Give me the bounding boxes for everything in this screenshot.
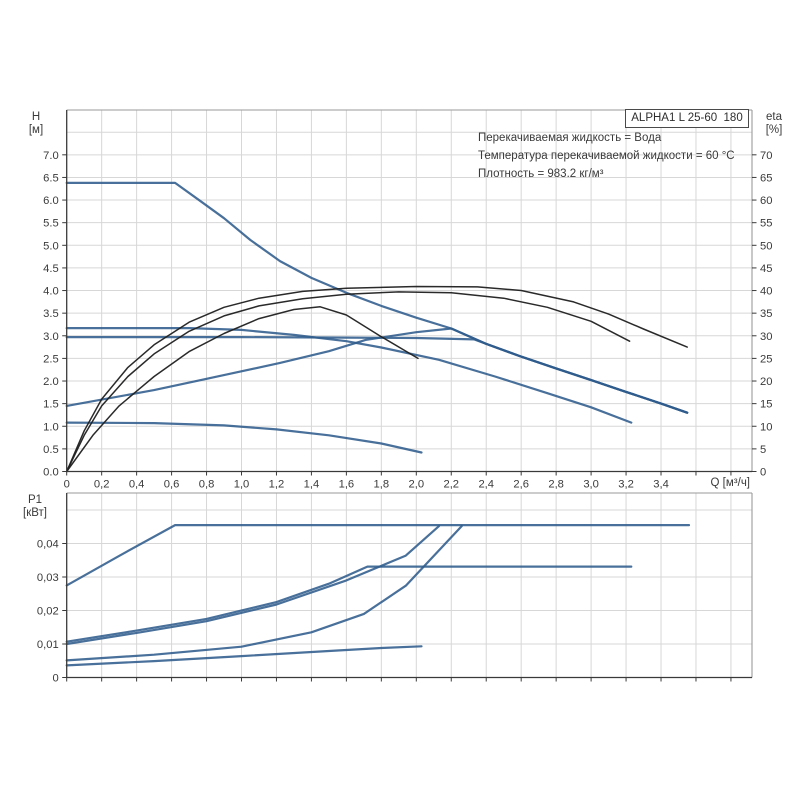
head-tick-label: 3.0 bbox=[43, 331, 59, 343]
head-proportional-curve bbox=[65, 327, 689, 414]
eta-mid-curve bbox=[65, 291, 631, 473]
flow-tick-label: 1,0 bbox=[234, 479, 250, 491]
flow-tick-label: 3,4 bbox=[653, 479, 669, 491]
head-tick-label: 1.5 bbox=[43, 399, 59, 411]
flow-tick-label: 2,0 bbox=[409, 479, 425, 491]
eta-tick-label: 50 bbox=[760, 240, 772, 252]
flow-tick-label: 3,0 bbox=[583, 479, 599, 491]
eta-tick-label: 45 bbox=[760, 263, 772, 275]
flow-tick-label: 2,4 bbox=[478, 479, 494, 491]
head-tick-label: 7.0 bbox=[43, 150, 59, 162]
power-tick-label: 0,03 bbox=[37, 572, 59, 584]
flow-tick-label: 1,4 bbox=[304, 479, 320, 491]
flow-tick-label: 0,2 bbox=[94, 479, 110, 491]
head-min-speed-curve bbox=[65, 421, 423, 454]
head-tick-label: 0.0 bbox=[43, 467, 59, 479]
info-density: Плотность = 983.2 кг/м³ bbox=[478, 168, 604, 180]
eta-tick-label: 65 bbox=[760, 172, 772, 184]
head-tick-label: 6.0 bbox=[43, 195, 59, 207]
p1-max-speed-curve bbox=[65, 524, 691, 587]
power-tick-label: 0 bbox=[52, 673, 58, 685]
eta-tick-label: 0 bbox=[760, 467, 766, 479]
power-tick-label: 0,01 bbox=[37, 639, 59, 651]
flow-tick-label: 3,2 bbox=[618, 479, 634, 491]
p1-setting-mid-curve bbox=[65, 525, 441, 646]
flow-tick-label: 2,8 bbox=[548, 479, 564, 491]
eta-tick-label: 30 bbox=[760, 331, 772, 343]
flow-tick-label: 0,4 bbox=[129, 479, 145, 491]
info-temperature: Температура перекачиваемой жидкости = 60… bbox=[478, 150, 735, 162]
head-tick-label: 0.5 bbox=[43, 444, 59, 456]
flow-tick-label: 0,8 bbox=[199, 479, 215, 491]
eta-axis-symbol: eta bbox=[766, 111, 782, 123]
flow-axis-label: Q [м³/ч] bbox=[710, 477, 750, 489]
p1-min-speed-curve bbox=[65, 645, 423, 667]
eta-tick-label: 55 bbox=[760, 218, 772, 230]
eta-min-curve bbox=[65, 306, 419, 473]
head-tick-label: 4.5 bbox=[43, 263, 59, 275]
flow-tick-label: 0 bbox=[64, 479, 70, 491]
head-tick-label: 5.5 bbox=[43, 218, 59, 230]
eta-tick-label: 35 bbox=[760, 308, 772, 320]
head-axis-unit-label: H [м] bbox=[24, 111, 48, 137]
eta-tick-label: 15 bbox=[760, 399, 772, 411]
eta-tick-label: 20 bbox=[760, 376, 772, 388]
head-axis-symbol: H bbox=[31, 111, 41, 123]
head-setting-high-curve bbox=[65, 327, 633, 424]
head-setting-mid-curve bbox=[65, 336, 689, 414]
eta-max-curve bbox=[65, 285, 688, 473]
flow-tick-label: 1,6 bbox=[339, 479, 355, 491]
eta-tick-label: 10 bbox=[760, 421, 772, 433]
info-liquid: Перекачиваемая жидкость = Вода bbox=[478, 132, 662, 144]
head-tick-label: 3.5 bbox=[43, 308, 59, 320]
eta-tick-label: 70 bbox=[760, 150, 772, 162]
head-axis-unit: [м] bbox=[28, 124, 44, 136]
head-tick-label: 2.5 bbox=[43, 353, 59, 365]
eta-tick-label: 60 bbox=[760, 195, 772, 207]
flow-tick-label: 2,6 bbox=[513, 479, 529, 491]
pump-title-box: ALPHA1 L 25-60 180 bbox=[625, 109, 749, 128]
power-axis-unit: [кВт] bbox=[23, 507, 47, 519]
eta-tick-label: 5 bbox=[760, 444, 766, 456]
p1-setting-high-curve bbox=[65, 565, 633, 643]
p1-proportional-curve bbox=[65, 525, 463, 662]
head-max-speed-curve bbox=[65, 181, 689, 414]
flow-tick-label: 2,2 bbox=[443, 479, 459, 491]
head-tick-label: 1.0 bbox=[43, 421, 59, 433]
head-tick-label: 2.0 bbox=[43, 376, 59, 388]
eta-tick-label: 40 bbox=[760, 286, 772, 298]
head-tick-label: 4.0 bbox=[43, 286, 59, 298]
flow-tick-label: 1,8 bbox=[374, 479, 390, 491]
eta-axis-unit-label: eta [%] bbox=[760, 111, 788, 137]
power-axis-unit-label: P1 [кВт] bbox=[18, 494, 52, 520]
power-axis-symbol: P1 bbox=[27, 494, 43, 506]
flow-tick-label: 0,6 bbox=[164, 479, 180, 491]
power-tick-label: 0,04 bbox=[37, 539, 59, 551]
flow-tick-label: 1,2 bbox=[269, 479, 285, 491]
power-tick-label: 0,02 bbox=[37, 606, 59, 618]
eta-axis-unit: [%] bbox=[765, 124, 783, 136]
eta-tick-label: 25 bbox=[760, 353, 772, 365]
head-tick-label: 5.0 bbox=[43, 240, 59, 252]
head-tick-label: 6.5 bbox=[43, 172, 59, 184]
